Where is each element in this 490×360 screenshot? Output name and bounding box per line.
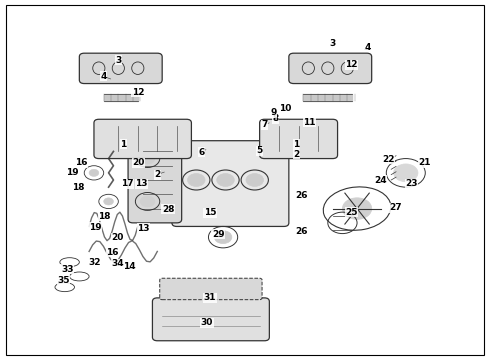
Text: 24: 24 — [374, 176, 387, 185]
Text: 13: 13 — [137, 224, 150, 233]
Circle shape — [140, 196, 155, 207]
Text: 8: 8 — [272, 114, 278, 123]
Text: 35: 35 — [57, 275, 70, 284]
Text: 2: 2 — [154, 170, 160, 179]
Circle shape — [188, 174, 205, 186]
Text: 20: 20 — [111, 233, 123, 242]
Text: 30: 30 — [201, 318, 213, 327]
Circle shape — [104, 198, 114, 205]
FancyBboxPatch shape — [128, 137, 182, 223]
Text: 15: 15 — [204, 208, 216, 217]
Text: 3: 3 — [330, 39, 336, 48]
Text: 17: 17 — [121, 179, 133, 188]
Text: 25: 25 — [345, 208, 358, 217]
FancyBboxPatch shape — [94, 119, 192, 158]
FancyBboxPatch shape — [160, 278, 262, 300]
Text: 18: 18 — [98, 212, 111, 221]
Text: 31: 31 — [204, 293, 216, 302]
Text: 26: 26 — [295, 227, 307, 236]
Text: 21: 21 — [418, 158, 431, 167]
Circle shape — [343, 198, 372, 219]
Text: 16: 16 — [106, 248, 119, 257]
Text: 32: 32 — [89, 258, 101, 267]
Text: 20: 20 — [133, 158, 145, 167]
Text: 22: 22 — [383, 155, 395, 164]
Circle shape — [89, 169, 99, 176]
Text: 3: 3 — [115, 56, 122, 65]
Text: 34: 34 — [111, 260, 123, 269]
Circle shape — [393, 164, 418, 182]
Text: 28: 28 — [162, 205, 174, 214]
Text: 16: 16 — [75, 158, 88, 167]
FancyBboxPatch shape — [260, 119, 338, 158]
Text: 4: 4 — [100, 72, 107, 81]
Text: 33: 33 — [61, 265, 74, 274]
Text: 1: 1 — [120, 140, 126, 149]
Text: 27: 27 — [389, 203, 401, 212]
Text: 1: 1 — [293, 140, 299, 149]
Text: 29: 29 — [212, 230, 224, 239]
FancyBboxPatch shape — [289, 53, 372, 84]
FancyBboxPatch shape — [79, 53, 162, 84]
Text: 2: 2 — [293, 150, 299, 159]
Text: 6: 6 — [198, 148, 204, 157]
Text: 12: 12 — [131, 88, 144, 97]
Text: 19: 19 — [66, 168, 78, 177]
Text: 9: 9 — [270, 108, 276, 117]
Text: 26: 26 — [295, 190, 307, 199]
Text: 12: 12 — [345, 60, 358, 69]
Text: 4: 4 — [365, 42, 371, 51]
Text: 10: 10 — [279, 104, 291, 113]
Circle shape — [140, 153, 155, 164]
Text: 7: 7 — [261, 120, 268, 129]
FancyBboxPatch shape — [152, 298, 270, 341]
FancyBboxPatch shape — [172, 141, 289, 226]
Circle shape — [217, 174, 234, 186]
Text: 14: 14 — [122, 262, 135, 271]
Text: 11: 11 — [303, 118, 316, 127]
Text: 5: 5 — [256, 146, 263, 155]
Text: 19: 19 — [89, 222, 101, 231]
Circle shape — [214, 231, 232, 244]
Text: 23: 23 — [405, 179, 418, 188]
Circle shape — [246, 174, 264, 186]
Text: 18: 18 — [72, 183, 85, 192]
Text: 13: 13 — [135, 179, 148, 188]
